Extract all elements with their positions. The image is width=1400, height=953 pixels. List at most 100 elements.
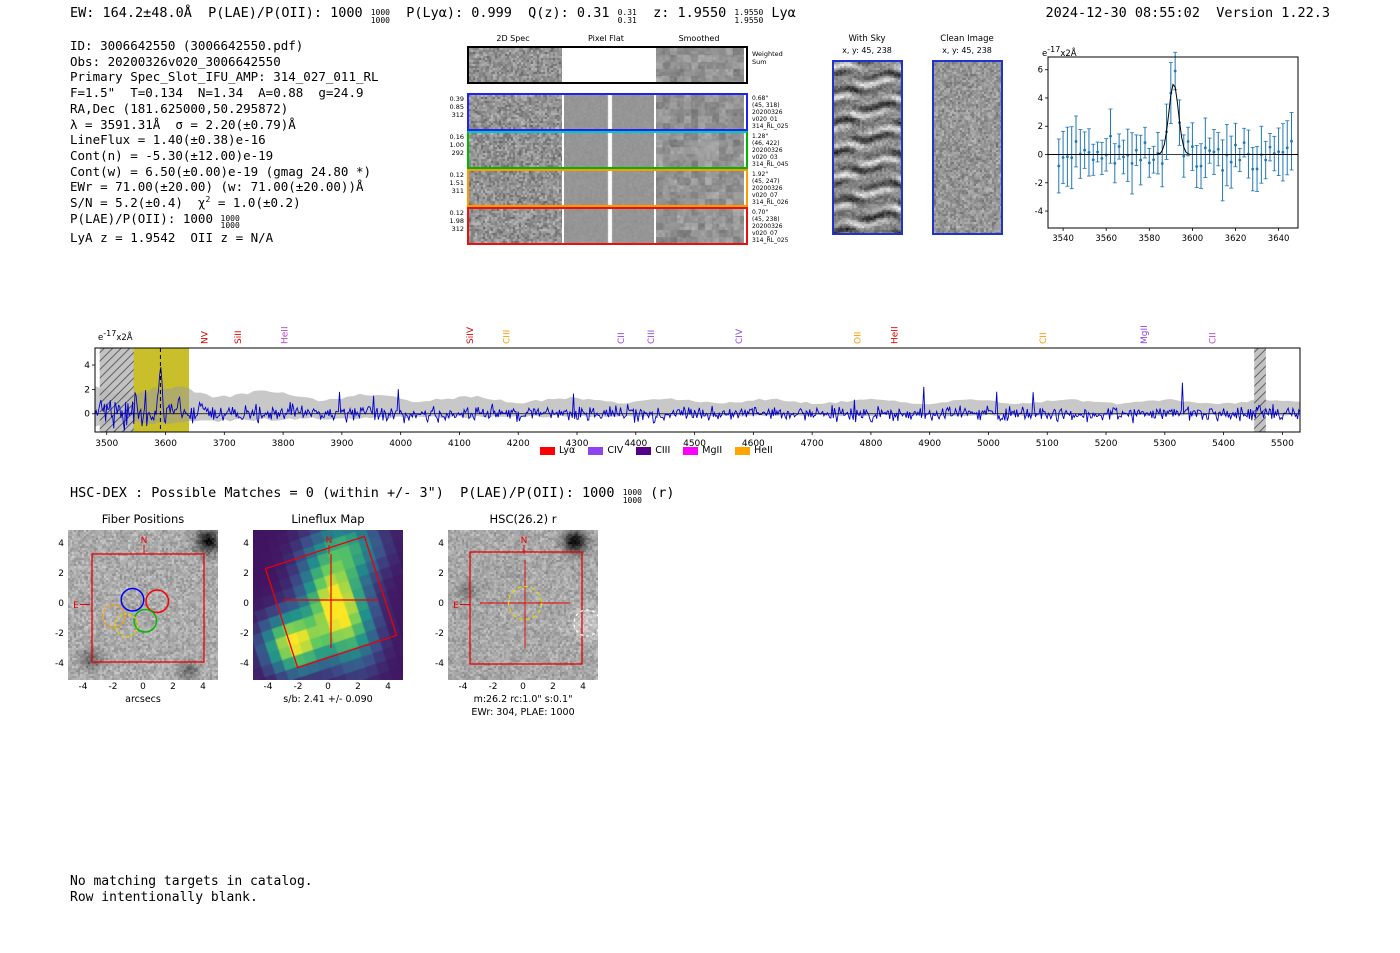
legend-label: CIII <box>655 445 671 456</box>
hsc-cutout-canvas <box>448 530 598 680</box>
cutout-xtick: 4 <box>580 682 586 692</box>
svg-text:3800: 3800 <box>272 439 295 449</box>
info-block: ID: 3006642550 (3006642550.pdf) Obs: 2020… <box>70 38 379 245</box>
svg-text:3640: 3640 <box>1268 234 1290 244</box>
spec2d-right-line: (46, 422) <box>752 140 780 147</box>
cutout-ytick: 4 <box>58 539 64 549</box>
plot-frame <box>1047 56 1299 229</box>
cutout-xtick: -2 <box>293 682 303 692</box>
svg-text:3600: 3600 <box>154 439 177 449</box>
neighbor-source-circle <box>573 609 598 637</box>
svg-text:3500: 3500 <box>95 439 118 449</box>
cutout-xtick: -2 <box>108 682 118 692</box>
svg-text:CII: CII <box>617 332 627 344</box>
legend-item: MgII <box>683 445 722 456</box>
fiber-circle <box>145 589 170 614</box>
fraction: 0.31 0.31 <box>617 8 637 25</box>
noise-envelope <box>95 385 1300 427</box>
cutout-ytick: -2 <box>55 629 64 639</box>
spec2d-image <box>469 209 562 243</box>
inset-unit-label: e-17x2Å <box>1042 45 1077 59</box>
emission-line-labels: NV SiII HeII SiIV CIII CII CIII CIV OII HeII CII Mg… <box>200 325 1218 344</box>
fraction: 1000 1000 <box>622 488 642 505</box>
cutout-ytick: 2 <box>438 569 444 579</box>
lineflux-map-canvas <box>253 530 403 680</box>
cutout-xtick: 4 <box>385 682 391 692</box>
spec2d-left-line: 312 <box>451 225 464 233</box>
svg-text:5100: 5100 <box>1036 439 1059 449</box>
spec2d-left-line: 292 <box>451 149 464 157</box>
svg-text:3540: 3540 <box>1052 234 1074 244</box>
clean-image-canvas <box>934 62 1001 233</box>
fiber-circle <box>133 608 158 633</box>
spec2d-row-fiber-2 <box>467 131 748 169</box>
ifu-footprint-square <box>469 551 583 665</box>
ifu-footprint-square <box>264 535 398 669</box>
cutout-ytick: 0 <box>243 599 249 609</box>
svg-text:3560: 3560 <box>1095 234 1117 244</box>
hsc-cutout-title: HSC(26.2) r <box>489 512 557 526</box>
fiber-positions-title: Fiber Positions <box>101 512 185 526</box>
info-line: Cont(w) = 6.50(±0.00)e-19 (gmag 24.80 *) <box>70 163 372 179</box>
header-summary: EW: 164.2±48.0Å P(LAE)/P(OII): 1000 1000… <box>70 5 796 25</box>
cutout-ytick: -4 <box>435 659 444 669</box>
spec2d-right-line: 20200326 <box>752 223 783 230</box>
spec2d-image <box>469 133 562 167</box>
info-line: F=1.5" T=0.134 N=1.34 A=0.88 g=24.9 <box>70 85 364 101</box>
cutout-xtick: 0 <box>140 682 146 692</box>
svg-text:SiII: SiII <box>234 330 244 344</box>
spec2d-left-label: 0.39 0.85 312 <box>443 95 464 119</box>
svg-text:6: 6 <box>1038 66 1043 76</box>
spec2d-left-line: 311 <box>451 187 464 195</box>
with-sky-canvas <box>834 62 901 233</box>
spec2d-right-label: 0.70" (45, 238) 20200326 v020_07 314_RL_025 <box>752 209 816 244</box>
spec2d-left-line: 0.85 <box>449 103 464 111</box>
info-line: λ = 3591.31Å σ = 2.20(±0.79)Å <box>70 116 296 132</box>
spec2d-right-line: 20200326 <box>752 185 783 192</box>
ifu-footprint-square <box>91 553 205 663</box>
fraction: 1000 1000 <box>370 8 390 25</box>
svg-text:4700: 4700 <box>801 439 824 449</box>
spec2d-image <box>656 133 744 167</box>
svg-text:-4: -4 <box>1035 207 1043 217</box>
spec2d-right-line: (45, 247) <box>752 178 780 185</box>
header-timestamp-version: 2024-12-30 08:55:02 Version 1.22.3 <box>1045 5 1330 21</box>
spec2d-right-line: 20200326 <box>752 109 783 116</box>
cutout-xtick: 0 <box>325 682 331 692</box>
spec2d-row-fiber-1 <box>467 93 748 131</box>
spec2d-right-line: 0.68" <box>752 95 769 102</box>
svg-text:CIII: CIII <box>647 330 657 344</box>
spec2d-left-label: 0.12 1.51 311 <box>443 171 464 195</box>
svg-text:OII: OII <box>853 332 863 344</box>
spec2d-left-line: 1.51 <box>449 179 464 187</box>
spec2d-col-title: Pixel Flat <box>588 34 624 43</box>
lineflux-map-caption: s/b: 2.41 +/- 0.090 <box>283 694 373 705</box>
clean-image-coords: x, y: 45, 238 <box>942 46 992 55</box>
spec2d-right-line: v020_07 <box>752 192 778 199</box>
spec2d-left-line: 0.12 <box>449 209 464 217</box>
cutout-xtick: -4 <box>458 682 468 692</box>
svg-text:0: 0 <box>84 410 90 420</box>
cutout-ytick: 4 <box>243 539 249 549</box>
svg-text:4500: 4500 <box>683 439 706 449</box>
cutout-xtick: 2 <box>355 682 361 692</box>
masked-band <box>1254 348 1266 432</box>
cutout-ytick: -4 <box>55 659 64 669</box>
spec2d-right-line: 314_RL_025 <box>752 123 789 130</box>
footer-line-1: No matching targets in catalog. <box>70 874 313 889</box>
svg-text:CIV: CIV <box>735 328 745 344</box>
clean-image <box>932 60 1003 235</box>
lineflux-map-cutout: N <box>253 530 403 680</box>
lineflux-map-overlay: N <box>264 535 398 669</box>
spec2d-right-label: 0.68" (45, 318) 20200326 v020_01 314_RL_025 <box>752 95 816 130</box>
spec2d-row-fiber-3 <box>467 169 748 207</box>
fraction: 1.9550 1.9550 <box>734 8 764 25</box>
hsc-cutout-caption-2: EWr: 304, PLAE: 1000 <box>471 707 575 718</box>
fraction: 1000 1000 <box>220 213 240 231</box>
svg-text:5000: 5000 <box>977 439 1000 449</box>
with-sky-coords: x, y: 45, 238 <box>842 46 892 55</box>
compass-north: N <box>326 536 333 546</box>
spec2d-image <box>564 133 654 167</box>
spec2d-image <box>469 95 562 129</box>
compass-north: N <box>141 536 148 546</box>
